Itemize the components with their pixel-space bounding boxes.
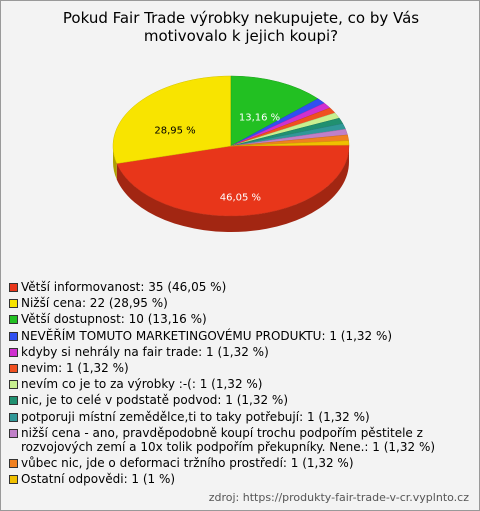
legend-swatch xyxy=(9,475,18,485)
legend-swatch xyxy=(9,331,18,341)
value-label: 28,95 % xyxy=(154,125,195,136)
slice xyxy=(112,75,232,164)
legend-item: potporuji místní zemědělce,ti to taky po… xyxy=(9,410,449,424)
legend-swatch xyxy=(9,315,18,325)
legend-item: nižší cena - ano, pravděpodobně koupí tr… xyxy=(9,426,449,454)
legend-label: Nižší cena: 22 (28,95 %) xyxy=(21,296,168,311)
legend-label: nižší cena - ano, pravděpodobně koupí tr… xyxy=(21,425,436,454)
legend-item: Ostatní odpovědi: 1 (1 %) xyxy=(9,472,449,486)
legend-item: NEVĚŘÍM TOMUTO MARKETINGOVÉMU PRODUKTU: … xyxy=(9,329,449,343)
legend-label: potporuji místní zemědělce,ti to taky po… xyxy=(21,409,370,424)
legend-swatch xyxy=(9,380,18,390)
legend-label: NEVĚŘÍM TOMUTO MARKETINGOVÉMU PRODUKTU: … xyxy=(21,328,393,343)
legend-label: kdyby si nehrály na fair trade: 1 (1,32 … xyxy=(21,344,269,359)
legend-swatch xyxy=(9,347,18,357)
value-label: 13,16 % xyxy=(239,113,280,124)
pie: 46,05 % 28,95 % 13,16 % xyxy=(112,75,350,232)
slice-side xyxy=(116,146,349,232)
legend-item: Nižší cena: 22 (28,95 %) xyxy=(9,296,449,310)
legend-label: Větší informovanost: 35 (46,05 %) xyxy=(21,280,227,294)
slice xyxy=(230,75,319,147)
legend-item: nic, je to celé v podstatě podvod: 1 (1,… xyxy=(9,393,449,407)
legend-swatch xyxy=(9,363,18,373)
legend-label: Ostatní odpovědi: 1 (1 %) xyxy=(21,472,176,487)
slice xyxy=(230,140,350,147)
legend-label: Větší dostupnost: 10 (13,16 %) xyxy=(21,312,207,327)
legend-label: nevím co je to za výrobky :-(: 1 (1,32 %… xyxy=(21,377,263,392)
legend-item: nevím co je to za výrobky :-(: 1 (1,32 %… xyxy=(9,377,449,391)
source: zdroj: https://produkty-fair-trade-v-cr.… xyxy=(208,491,469,504)
slice-side xyxy=(113,146,117,180)
legend-label: vůbec nic, jde o deformaci tržního prost… xyxy=(21,455,354,470)
legend-swatch xyxy=(9,458,18,468)
legend-item: kdyby si nehrály na fair trade: 1 (1,32 … xyxy=(9,345,449,359)
legend-label: nevim: 1 (1,32 %) xyxy=(21,360,129,375)
legend-item: nevim: 1 (1,32 %) xyxy=(9,361,449,375)
legend-swatch xyxy=(9,283,18,292)
slice xyxy=(116,144,350,217)
value-label: 46,05 % xyxy=(220,193,261,204)
legend-swatch xyxy=(9,299,18,309)
legend-swatch xyxy=(9,396,18,406)
chart-title: Pokud Fair Trade výrobky nekupujete, co … xyxy=(62,9,420,45)
legend-item: vůbec nic, jde o deformaci tržního prost… xyxy=(9,456,449,470)
legend-swatch xyxy=(9,412,18,422)
legend-swatch xyxy=(9,428,18,438)
legend: Větší informovanost: 35 (46,05 %) Nižší c… xyxy=(9,280,449,488)
legend-label: nic, je to celé v podstatě podvod: 1 (1,… xyxy=(21,393,289,408)
legend-item: Větší informovanost: 35 (46,05 %) xyxy=(9,280,449,294)
legend-item: Větší dostupnost: 10 (13,16 %) xyxy=(9,312,449,326)
